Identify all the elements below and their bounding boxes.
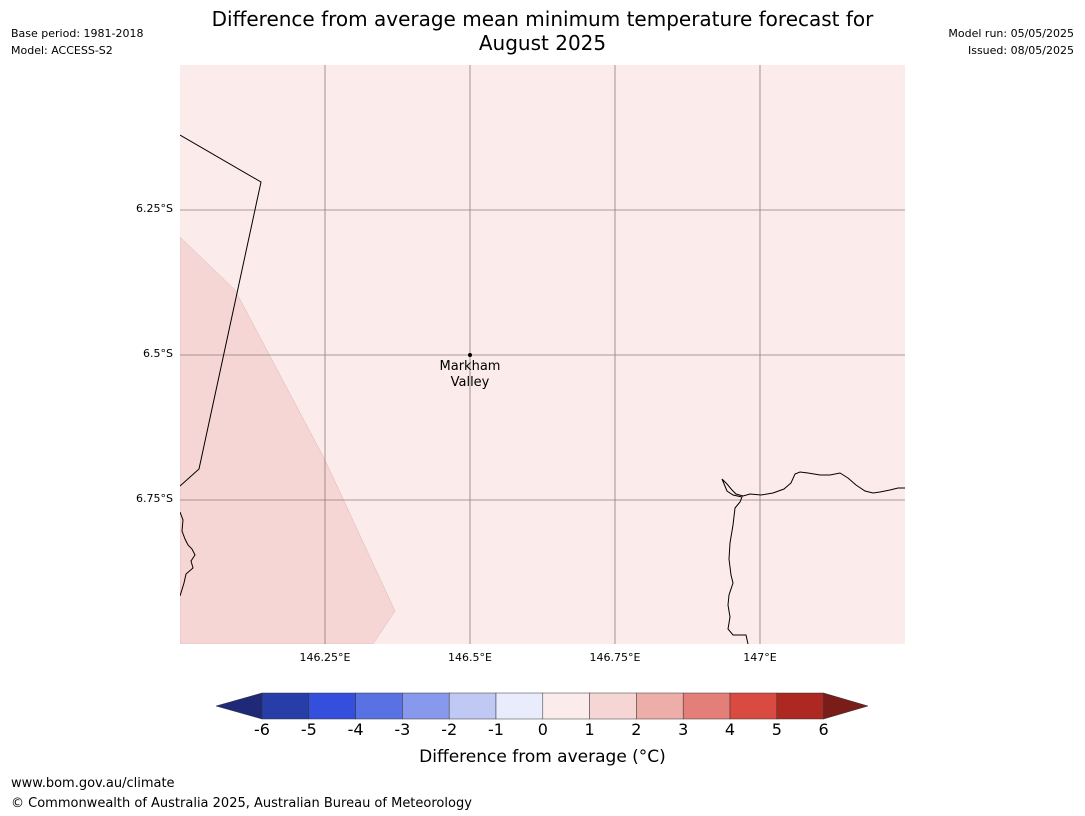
colorbar-segments bbox=[216, 692, 869, 720]
model-run-text: Model run: 05/05/2025 bbox=[948, 27, 1074, 40]
colorbar-segment bbox=[542, 692, 590, 720]
lon-tick-146-75: 146.75°E bbox=[589, 651, 641, 664]
lon-tick-147: 147°E bbox=[743, 651, 777, 664]
base-period-text: Base period: 1981-2018 bbox=[11, 27, 144, 40]
markham-valley-marker bbox=[468, 353, 472, 357]
place-label-line-1: Markham bbox=[439, 359, 501, 374]
colorbar-tick-label: 6 bbox=[818, 720, 829, 739]
colorbar-tick-label: 3 bbox=[678, 720, 689, 739]
lon-tick-146-25: 146.25°E bbox=[299, 651, 351, 664]
meta-right: Model run: 05/05/2025 Issued: 08/05/2025 bbox=[948, 25, 1074, 59]
colorbar-tick-label: -3 bbox=[394, 720, 411, 739]
colorbar-tick-label: 1 bbox=[584, 720, 595, 739]
place-label-markham-valley: Markham Valley bbox=[420, 359, 520, 391]
lat-tick-6-25: 6.25°S bbox=[136, 202, 173, 215]
colorbar-segment bbox=[589, 692, 637, 720]
colorbar-segment bbox=[729, 692, 778, 720]
colorbar-title: Difference from average (°C) bbox=[419, 747, 666, 767]
colorbar-extend-low bbox=[216, 692, 263, 720]
colorbar-extend-high bbox=[823, 692, 869, 720]
footer-copyright: © Commonwealth of Australia 2025, Austra… bbox=[11, 796, 472, 811]
issued-text: Issued: 08/05/2025 bbox=[967, 44, 1074, 57]
colorbar-segment bbox=[402, 692, 450, 720]
colorbar-tick-label: -6 bbox=[254, 720, 270, 739]
coastline-west bbox=[180, 511, 196, 597]
region-bin-1-2 bbox=[180, 236, 396, 644]
province-border-line bbox=[180, 134, 262, 487]
chart-title: Difference from average mean minimum tem… bbox=[0, 7, 1085, 55]
lat-tick-6-75: 6.75°S bbox=[136, 492, 173, 505]
colorbar bbox=[216, 692, 869, 720]
colorbar-segment bbox=[495, 692, 544, 720]
colorbar-tick-label: -5 bbox=[300, 720, 317, 739]
meta-left: Base period: 1981-2018 Model: ACCESS-S2 bbox=[11, 25, 143, 59]
colorbar-segment bbox=[636, 692, 684, 720]
coastline-east bbox=[721, 471, 905, 644]
colorbar-tick-label: 5 bbox=[771, 720, 782, 739]
colorbar-segment bbox=[308, 692, 356, 720]
colorbar-segment bbox=[261, 692, 310, 720]
map-svg bbox=[180, 65, 905, 644]
colorbar-tick-label: 2 bbox=[631, 720, 642, 739]
colorbar-tick-label: -2 bbox=[441, 720, 458, 739]
footer-url: www.bom.gov.au/climate bbox=[11, 776, 175, 791]
colorbar-segment bbox=[448, 692, 497, 720]
model-text: Model: ACCESS-S2 bbox=[11, 44, 113, 57]
place-label-line-2: Valley bbox=[450, 375, 490, 390]
colorbar-segment bbox=[776, 692, 824, 720]
colorbar-tick-label: -4 bbox=[347, 720, 364, 739]
lat-tick-6-5: 6.5°S bbox=[143, 347, 173, 360]
colorbar-tick-label: 4 bbox=[724, 720, 736, 739]
graticule bbox=[180, 65, 905, 644]
title-line-2: August 2025 bbox=[478, 31, 607, 55]
map-panel bbox=[180, 65, 905, 644]
colorbar-tick-label: 0 bbox=[537, 720, 548, 739]
title-line-1: Difference from average mean minimum tem… bbox=[211, 7, 874, 31]
colorbar-segment bbox=[355, 692, 403, 720]
colorbar-segment bbox=[682, 692, 731, 720]
colorbar-tick-label: -1 bbox=[488, 720, 504, 739]
lon-tick-146-5: 146.5°E bbox=[448, 651, 492, 664]
